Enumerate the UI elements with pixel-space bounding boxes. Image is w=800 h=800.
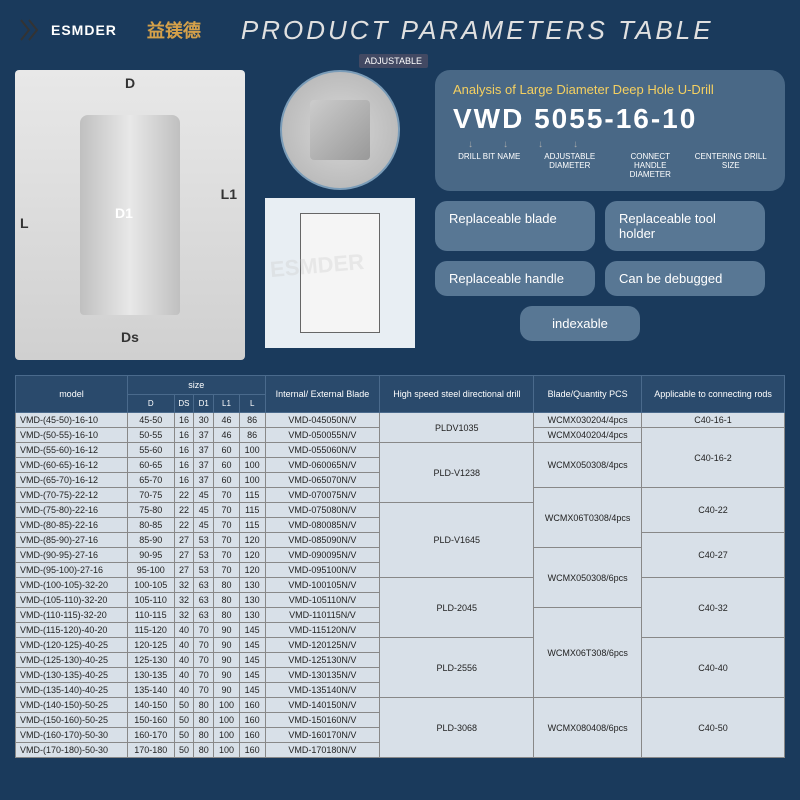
dim-l1: L1 bbox=[221, 186, 237, 202]
th-hss: High speed steel directional drill bbox=[380, 376, 534, 413]
tag-debug: Can be debugged bbox=[605, 261, 765, 296]
table-row: VMD-(100-105)-32-20100-105326380130VMD-1… bbox=[16, 578, 785, 593]
product-photo: D L L1 Ds D1 bbox=[15, 70, 245, 360]
logo: ESMDER bbox=[15, 16, 117, 44]
dim-d: D bbox=[125, 75, 135, 91]
dim-l: L bbox=[20, 215, 29, 231]
th-ie: Internal/ External Blade bbox=[265, 376, 380, 413]
brand-en: ESMDER bbox=[51, 22, 117, 38]
th-model: model bbox=[16, 376, 128, 413]
technical-diagram: ESMDER bbox=[265, 198, 415, 348]
detail-circle: ADJUSTABLE bbox=[280, 70, 400, 190]
dim-ds: Ds bbox=[121, 329, 139, 345]
label-4: CENTERING DRILL SIZE bbox=[695, 152, 768, 179]
th-d: D bbox=[127, 395, 174, 413]
feature-tags: Replaceable blade Replaceable tool holde… bbox=[435, 201, 785, 341]
th-cr: Applicable to connecting rods bbox=[642, 376, 785, 413]
mid-section: D L L1 Ds D1 ADJUSTABLE ESMDER Analysis … bbox=[0, 60, 800, 375]
label-2: ADJUSTABLE DIAMETER bbox=[534, 152, 607, 179]
logo-icon bbox=[15, 16, 43, 44]
label-3: CONNECT HANDLE DIAMETER bbox=[614, 152, 687, 179]
dim-d1: D1 bbox=[115, 205, 133, 221]
parameters-table: model size Internal/ External Blade High… bbox=[15, 375, 785, 758]
table-body: VMD-(45-50)-16-1045-5016304686VMD-045050… bbox=[16, 413, 785, 758]
header: ESMDER 益镁德 PRODUCT PARAMETERS TABLE bbox=[0, 0, 800, 60]
brand-cn: 益镁德 bbox=[147, 17, 201, 43]
table-container: model size Internal/ External Blade High… bbox=[0, 375, 800, 773]
tag-blade: Replaceable blade bbox=[435, 201, 595, 251]
adjustable-label: ADJUSTABLE bbox=[359, 54, 428, 68]
table-row: VMD-(120-125)-40-25120-125407090145VMD-1… bbox=[16, 638, 785, 653]
label-1: DRILL BIT NAME bbox=[453, 152, 526, 179]
th-l1: L1 bbox=[214, 395, 240, 413]
product-code: VWD 5055-16-10 bbox=[453, 103, 767, 135]
analysis-box: Analysis of Large Diameter Deep Hole U-D… bbox=[435, 70, 785, 191]
arrows: ↓↓↓↓ bbox=[453, 139, 767, 150]
th-bq: Blade/Quantity PCS bbox=[534, 376, 642, 413]
th-d1: D1 bbox=[194, 395, 214, 413]
analysis-subtitle: Analysis of Large Diameter Deep Hole U-D… bbox=[453, 82, 767, 97]
table-row: VMD-(45-50)-16-1045-5016304686VMD-045050… bbox=[16, 413, 785, 428]
th-l: L bbox=[239, 395, 265, 413]
table-row: VMD-(140-150)-50-25140-1505080100160VMD-… bbox=[16, 698, 785, 713]
tag-holder: Replaceable tool holder bbox=[605, 201, 765, 251]
th-ds: DS bbox=[174, 395, 194, 413]
page-title: PRODUCT PARAMETERS TABLE bbox=[241, 15, 714, 46]
center-column: ADJUSTABLE ESMDER bbox=[260, 70, 420, 365]
tag-indexable: indexable bbox=[520, 306, 640, 341]
code-labels: DRILL BIT NAME ADJUSTABLE DIAMETER CONNE… bbox=[453, 152, 767, 179]
right-column: Analysis of Large Diameter Deep Hole U-D… bbox=[435, 70, 785, 365]
tag-handle: Replaceable handle bbox=[435, 261, 595, 296]
th-size: size bbox=[127, 376, 265, 395]
